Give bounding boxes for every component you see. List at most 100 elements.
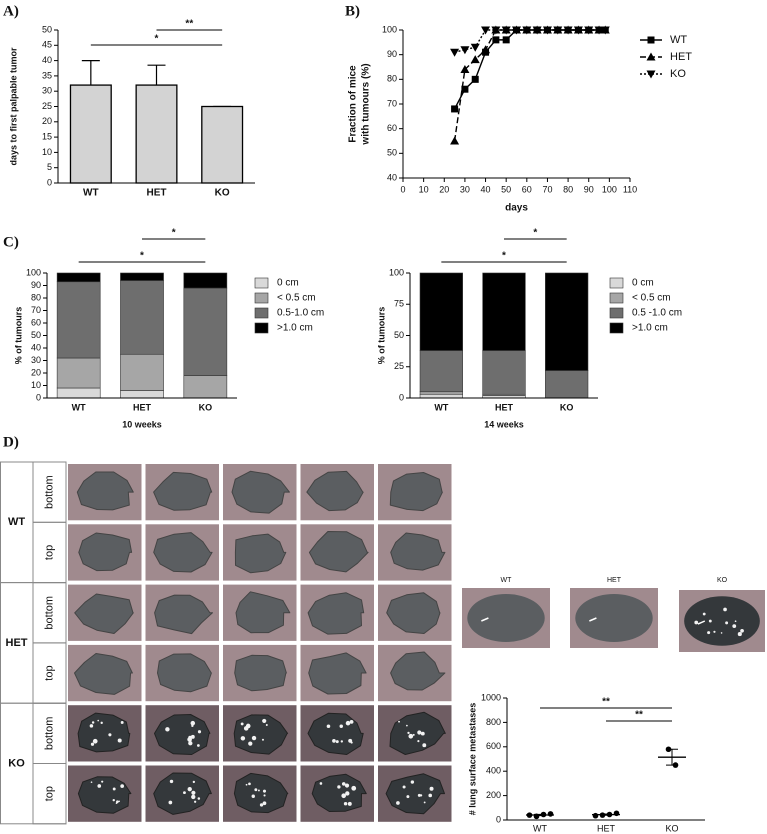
view-label: top — [43, 665, 55, 680]
metastasis-spot — [263, 794, 266, 797]
y-tick-label: 600 — [486, 741, 501, 751]
metastasis-spot — [326, 724, 331, 729]
bar-segment — [419, 391, 463, 395]
y-tick-label: 50 — [31, 330, 41, 340]
y-axis-label: % of tumours — [376, 307, 386, 365]
y-tick-label: 400 — [486, 766, 501, 776]
metastasis-spot — [343, 801, 348, 806]
y-tick-label: 800 — [486, 717, 501, 727]
lung-tissue — [154, 594, 213, 635]
metastasis-spot — [340, 740, 344, 743]
lung-tissue — [308, 652, 367, 695]
bar-segment — [120, 390, 164, 399]
lung-tissue — [390, 651, 446, 691]
metastasis-spot — [402, 785, 406, 789]
x-tick-label: 30 — [460, 184, 470, 194]
x-tick-label: 50 — [501, 184, 511, 194]
metastasis-spot — [725, 621, 729, 625]
y-tick-label: 20 — [42, 116, 52, 126]
metastasis-spot — [262, 801, 267, 806]
metastasis-spot — [187, 737, 192, 742]
metastasis-spot — [339, 724, 343, 729]
bar-segment — [545, 272, 589, 371]
metastasis-spot — [344, 783, 350, 788]
point — [470, 55, 480, 64]
lung-tissue — [235, 591, 291, 634]
bar-segment — [120, 280, 164, 355]
legend-label: 0.5-1.0 cm — [277, 308, 324, 319]
point — [526, 812, 533, 818]
y-tick-label: 100 — [389, 267, 404, 277]
bar — [201, 105, 244, 184]
metastasis-spot — [341, 793, 347, 799]
y-tick-label: 25 — [394, 361, 404, 371]
legend-marker — [647, 36, 655, 44]
metastasis-spot — [737, 632, 742, 637]
metastasis-spot — [90, 742, 95, 746]
significance-label: * — [155, 34, 159, 45]
point — [512, 26, 521, 35]
legend-label: 0 cm — [277, 278, 299, 289]
bar-segment — [183, 287, 228, 376]
view-cell — [32, 763, 67, 825]
y-tick-label: 90 — [387, 49, 397, 59]
lung-tissue — [74, 653, 133, 695]
metastasis-spot — [191, 790, 196, 795]
x-tick-label: 70 — [542, 184, 552, 194]
x-tick-label: WT — [533, 823, 547, 833]
metastasis-spot — [337, 785, 341, 789]
point — [547, 811, 554, 817]
series-line — [453, 29, 606, 142]
legend-label: 0.5 -1.0 cm — [632, 308, 682, 319]
y-tick-label: 60 — [31, 317, 41, 327]
lung-tissue — [77, 776, 132, 814]
point — [471, 75, 479, 83]
legend-swatch — [254, 292, 269, 304]
metastasis-spot — [194, 800, 197, 803]
y-tick-label: 70 — [31, 305, 41, 315]
y-tick-label: 100 — [26, 267, 41, 277]
legend-swatch — [609, 307, 624, 319]
bar-segment — [482, 272, 526, 351]
genotype-label: WT — [8, 516, 25, 528]
view-label: bottom — [43, 596, 55, 630]
genotype-label: KO — [8, 757, 25, 769]
lung-tissue — [157, 653, 212, 693]
bar-segment — [183, 272, 228, 289]
metastasis-spot — [734, 620, 737, 623]
metastasis-spot — [197, 730, 202, 734]
metastasis-spot — [349, 719, 354, 724]
y-axis-label: days to first palpable tumor — [8, 47, 18, 166]
x-tick-label: 40 — [481, 184, 491, 194]
lung-tissue — [153, 471, 213, 511]
x-tick-label: 10 — [419, 184, 429, 194]
bar-segment — [482, 350, 526, 395]
y-tick-label: 0 — [496, 814, 501, 824]
metastasis-spot — [100, 721, 103, 725]
metastasis-spot — [240, 722, 244, 726]
significance-label: * — [502, 251, 506, 262]
metastasis-spot — [165, 727, 170, 732]
bar — [69, 84, 112, 184]
y-tick-label: 50 — [387, 148, 397, 158]
point — [594, 26, 604, 35]
metastasis-spot — [97, 719, 100, 722]
bar — [135, 84, 178, 184]
bar-segment — [56, 387, 101, 399]
bar-segment — [56, 272, 101, 283]
point — [599, 812, 606, 818]
y-tick-label: 45 — [42, 40, 52, 50]
metastasis-spot — [319, 782, 323, 785]
x-tick-label: WT — [72, 402, 86, 412]
metastasis-spot — [245, 723, 251, 729]
metastasis-spot — [262, 789, 267, 793]
thumbnail-label: KO — [717, 577, 728, 584]
metastasis-spot — [112, 798, 115, 802]
bar-segment — [120, 353, 164, 391]
x-tick-label: KO — [215, 188, 230, 199]
y-tick-label: 0 — [399, 392, 404, 402]
metastasis-spot — [108, 733, 112, 737]
point — [481, 26, 491, 35]
point — [481, 45, 491, 54]
y-tick-label: 30 — [42, 86, 52, 96]
